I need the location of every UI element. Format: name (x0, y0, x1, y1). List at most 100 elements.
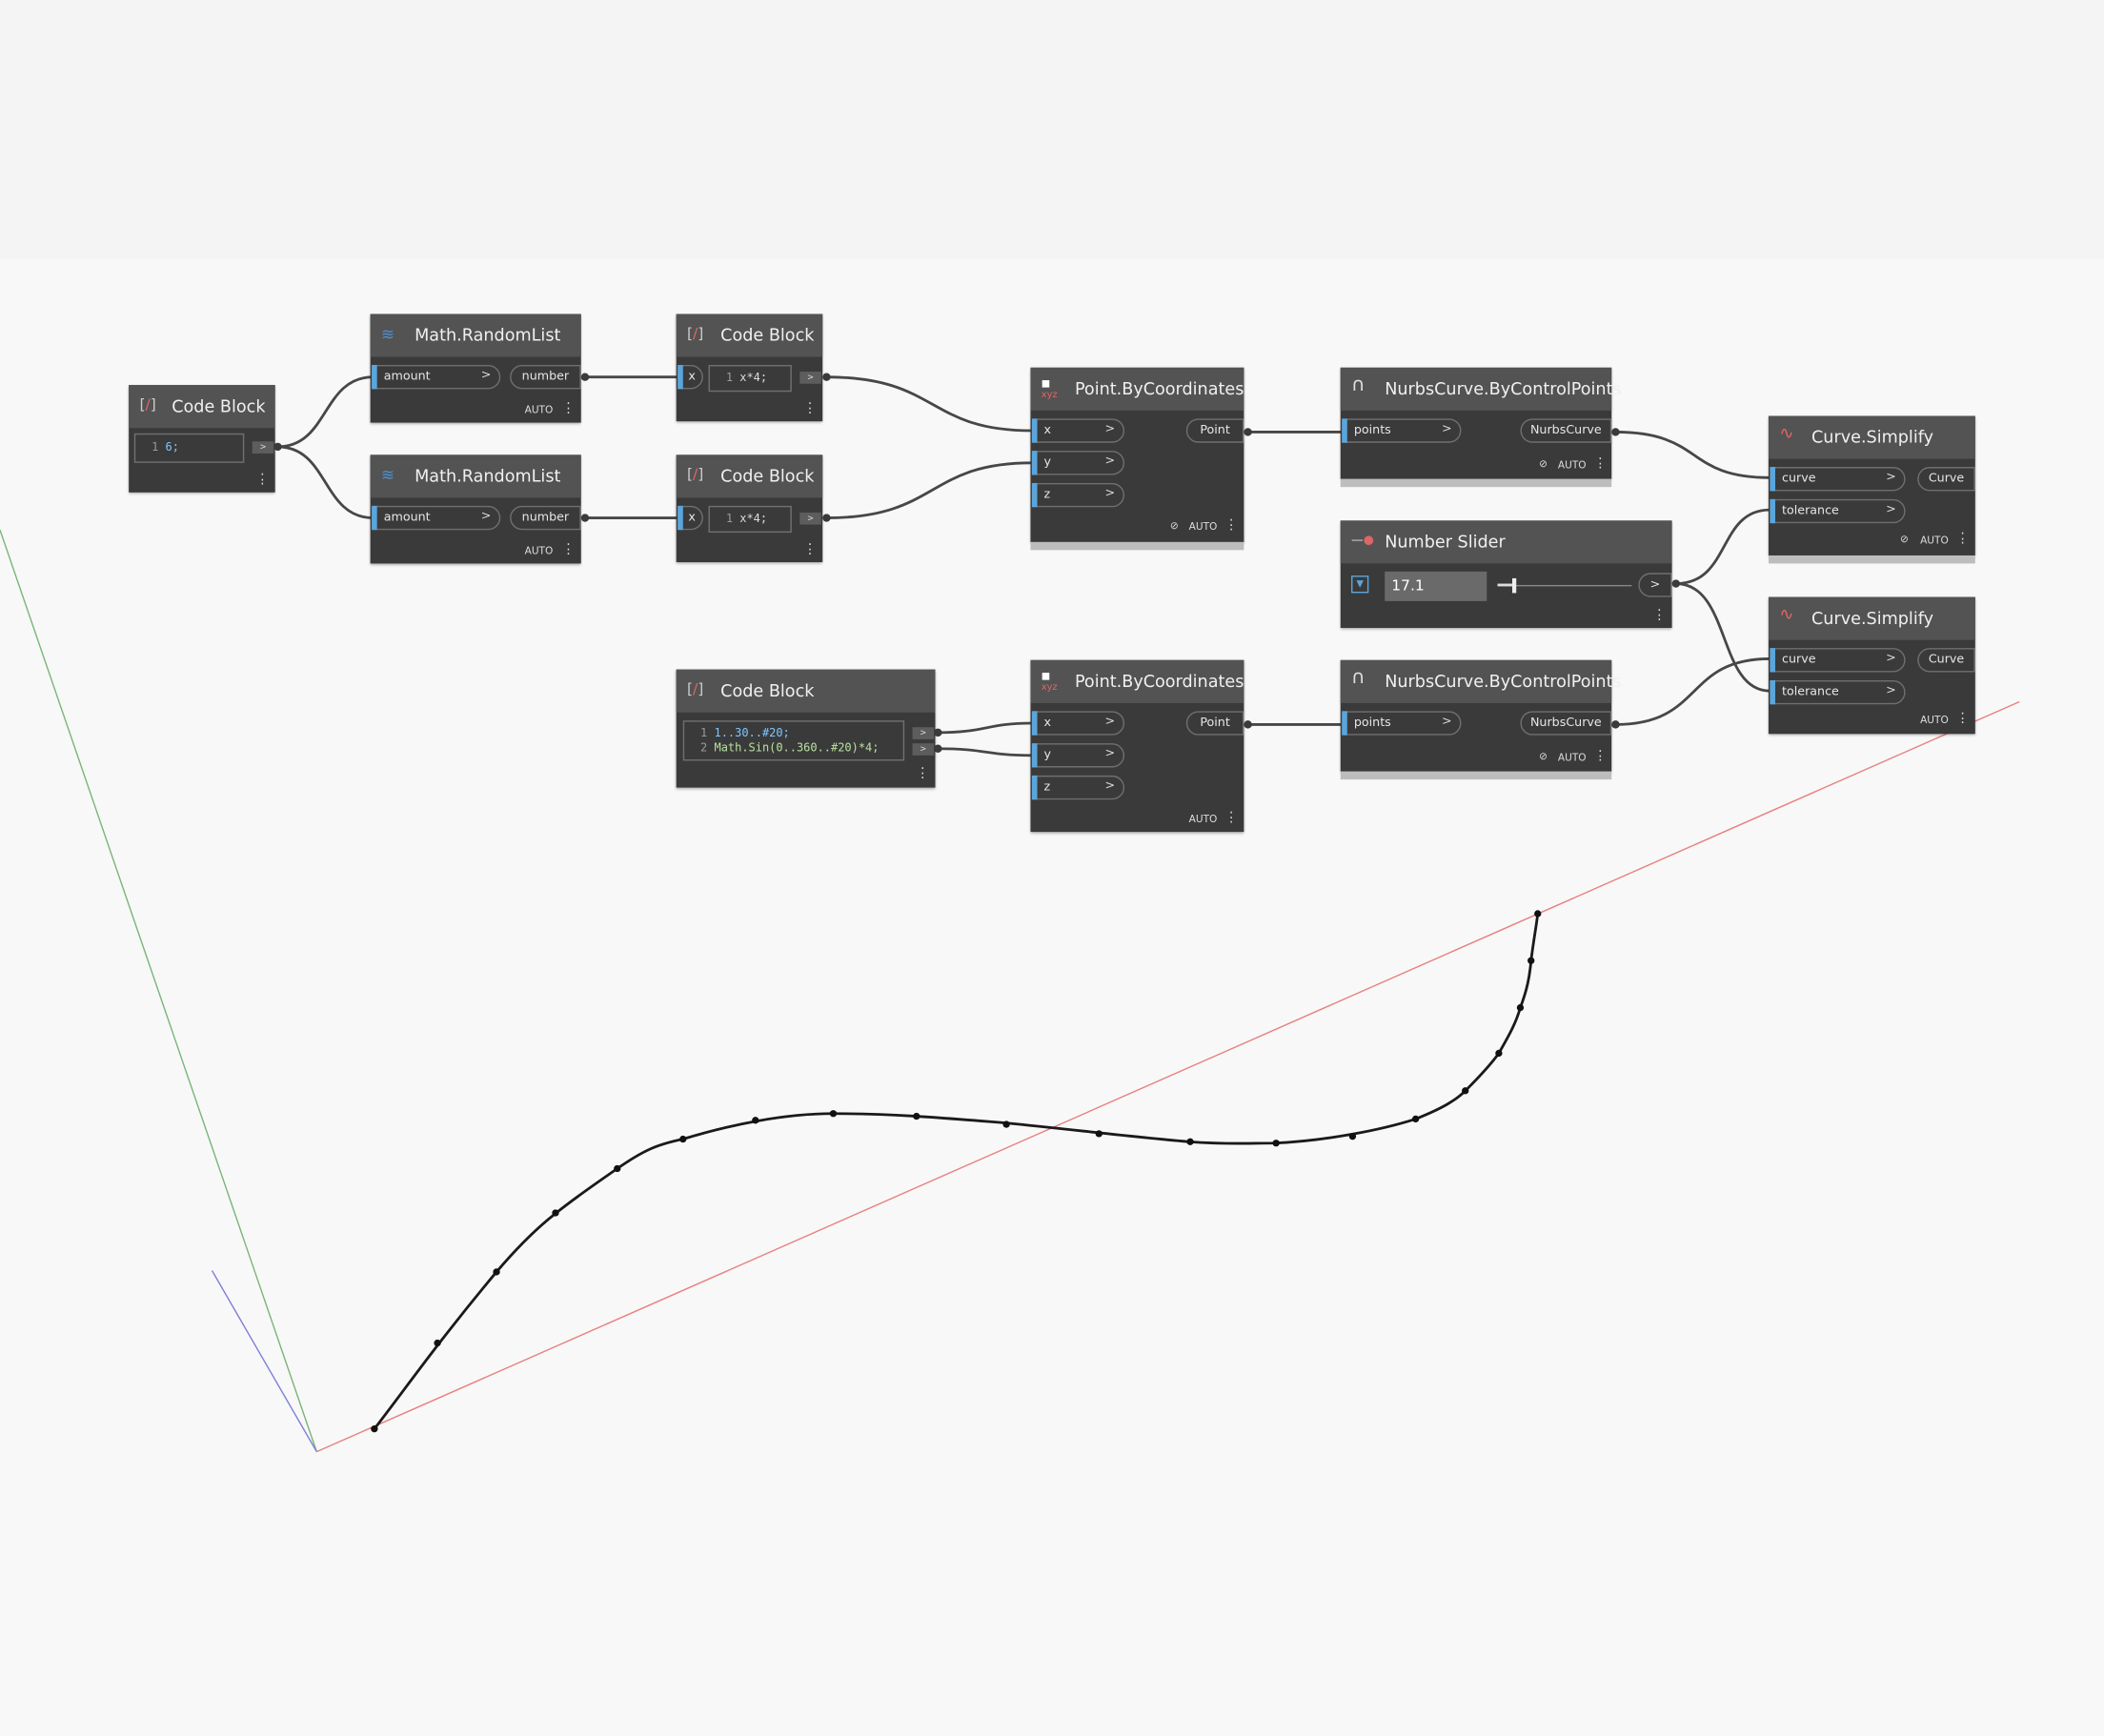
wire-endpoint (1244, 720, 1252, 729)
node-header[interactable] (1030, 367, 1244, 411)
output-port[interactable]: > (799, 512, 821, 525)
more-menu-icon[interactable]: · · · (1228, 514, 1234, 538)
input-port-x[interactable]: x (678, 505, 703, 531)
output-port-curve[interactable]: Curve (1917, 467, 1975, 492)
output-port[interactable]: > (799, 372, 821, 384)
input-port-y[interactable]: y > (1031, 743, 1125, 768)
node-header[interactable] (676, 454, 823, 498)
code-block-node[interactable]: [/] Code Block 1 1..30..#20; 2 Math.Sin(… (676, 669, 936, 788)
wire-cb3-pt1y (826, 461, 1032, 519)
point-by-coordinates-node[interactable]: ■ xyz Point.ByCoordinates x > y > z > Point … (1030, 659, 1244, 833)
more-menu-icon[interactable]: · · · (260, 468, 265, 494)
wire-cb4-pt2y (938, 747, 1032, 757)
control-point (614, 1164, 621, 1173)
node-title: Curve.Simplify (1811, 426, 1934, 447)
node-header[interactable] (1340, 520, 1672, 564)
input-port-z[interactable]: z > (1031, 482, 1125, 508)
more-menu-icon[interactable]: · · · (1657, 603, 1662, 629)
code-editor[interactable]: 1 x*4; (708, 365, 792, 393)
code-block-node[interactable]: [/] Code Block 1 6; > · · · (129, 385, 275, 494)
output-port-point[interactable]: Point (1185, 711, 1244, 736)
node-title: Number Slider (1385, 531, 1506, 552)
more-menu-icon[interactable]: · · · (1598, 744, 1603, 770)
output-port-2[interactable]: > (912, 743, 935, 756)
expand-toggle-icon[interactable]: ▼ (1351, 575, 1369, 594)
code-editor[interactable]: 1 x*4; (708, 505, 792, 534)
nurbs-curve-node[interactable]: ∩ NurbsCurve.ByControlPoints points > Nur… (1340, 367, 1622, 488)
node-header[interactable] (676, 669, 936, 713)
more-menu-icon[interactable]: · · · (566, 396, 571, 422)
node-header[interactable] (370, 454, 581, 498)
node-header[interactable] (1030, 659, 1244, 703)
node-header[interactable] (1768, 596, 1975, 640)
more-menu-icon[interactable]: · · · (1960, 707, 1965, 732)
more-menu-icon[interactable]: · · · (1598, 452, 1603, 477)
wire-endpoint (580, 514, 590, 522)
output-port-point[interactable]: Point (1185, 418, 1244, 443)
z-axis-line (211, 1270, 317, 1452)
output-port-number[interactable]: number (510, 365, 581, 390)
node-title: Point.ByCoordinates (1074, 378, 1244, 399)
more-menu-icon[interactable]: · · · (920, 761, 925, 787)
more-menu-icon[interactable]: · · · (566, 537, 571, 563)
node-header[interactable] (370, 313, 581, 357)
input-port-x[interactable]: x > (1031, 711, 1125, 736)
run-mode-label: AUTO (1188, 520, 1218, 534)
point-icon: ■ xyz (1041, 671, 1058, 693)
input-port-points[interactable]: points > (1342, 711, 1462, 736)
more-menu-icon[interactable]: · · · (1960, 527, 1965, 553)
wire-cb2-pt1x (826, 375, 1032, 433)
random-list-node[interactable]: ≋ Math.RandomList amount > number AUTO · ·… (370, 313, 581, 423)
control-point (1272, 1140, 1280, 1147)
input-port-x[interactable]: x > (1031, 418, 1125, 443)
input-port-amount[interactable]: amount > (372, 365, 501, 390)
code-editor[interactable]: 1 6; (133, 433, 245, 463)
random-list-node[interactable]: ≋ Math.RandomList amount > number AUTO · ·… (370, 454, 581, 564)
code-block-node[interactable]: [/] Code Block x 1 x*4; > · · · (676, 313, 823, 422)
input-port-z[interactable]: z > (1031, 775, 1125, 800)
number-slider-node[interactable]: —● Number Slider ▼ 17.1 > · · · (1340, 520, 1672, 629)
code-block-icon: [/] (686, 679, 704, 698)
slider-thumb[interactable] (1511, 577, 1517, 594)
code-block-node[interactable]: [/] Code Block x 1 x*4; > · · · (676, 454, 823, 563)
input-port-curve[interactable]: curve > (1770, 648, 1906, 673)
node-header[interactable] (1768, 415, 1975, 459)
curve-simplify-node[interactable]: ∿ Curve.Simplify curve > tolerance > Curve… (1768, 596, 1975, 735)
output-port-1[interactable]: > (912, 727, 935, 739)
control-point (1495, 1049, 1503, 1058)
more-menu-icon[interactable]: · · · (807, 396, 813, 422)
code-editor[interactable]: 1 1..30..#20; 2 Math.Sin(0..360..#20)*4; (682, 720, 905, 761)
output-port[interactable]: > (252, 441, 274, 454)
x-axis-line (316, 700, 2020, 1453)
node-header[interactable] (1340, 367, 1612, 411)
preview-hidden-icon: ⊘ (1899, 533, 1909, 545)
slider-value-input[interactable]: 17.1 (1385, 571, 1487, 601)
nurbs-curve-node[interactable]: ∩ NurbsCurve.ByControlPoints points > Nur… (1340, 659, 1622, 780)
curve-simplify-node[interactable]: ∿ Curve.Simplify curve > tolerance > Curve… (1768, 415, 1975, 564)
preview-hidden-icon: ⊘ (1539, 457, 1548, 470)
output-port-curve[interactable]: Curve (1917, 648, 1975, 673)
node-header[interactable] (129, 385, 275, 429)
slider-icon: —● (1351, 534, 1374, 548)
output-port[interactable]: > (1638, 573, 1672, 597)
input-port-amount[interactable]: amount > (372, 505, 501, 531)
input-port-points[interactable]: points > (1342, 418, 1462, 443)
node-title: Code Block (720, 465, 815, 486)
input-port-y[interactable]: y > (1031, 451, 1125, 475)
point-by-coordinates-node[interactable]: ■ xyz Point.ByCoordinates x > y > z > Point … (1030, 367, 1244, 551)
node-header[interactable] (1340, 659, 1612, 703)
input-port-tolerance[interactable]: tolerance > (1770, 679, 1906, 705)
output-port-nurbscurve[interactable]: NurbsCurve (1520, 711, 1612, 736)
output-port-number[interactable]: number (510, 505, 581, 531)
more-menu-icon[interactable]: · · · (1228, 806, 1234, 831)
input-port-x[interactable]: x (678, 365, 703, 390)
control-point (552, 1209, 559, 1217)
slider-track[interactable] (1497, 577, 1632, 594)
input-port-tolerance[interactable]: tolerance > (1770, 498, 1906, 524)
more-menu-icon[interactable]: · · · (807, 537, 813, 563)
input-port-curve[interactable]: curve > (1770, 467, 1906, 492)
output-port-nurbscurve[interactable]: NurbsCurve (1520, 418, 1612, 443)
node-header[interactable] (676, 313, 823, 357)
